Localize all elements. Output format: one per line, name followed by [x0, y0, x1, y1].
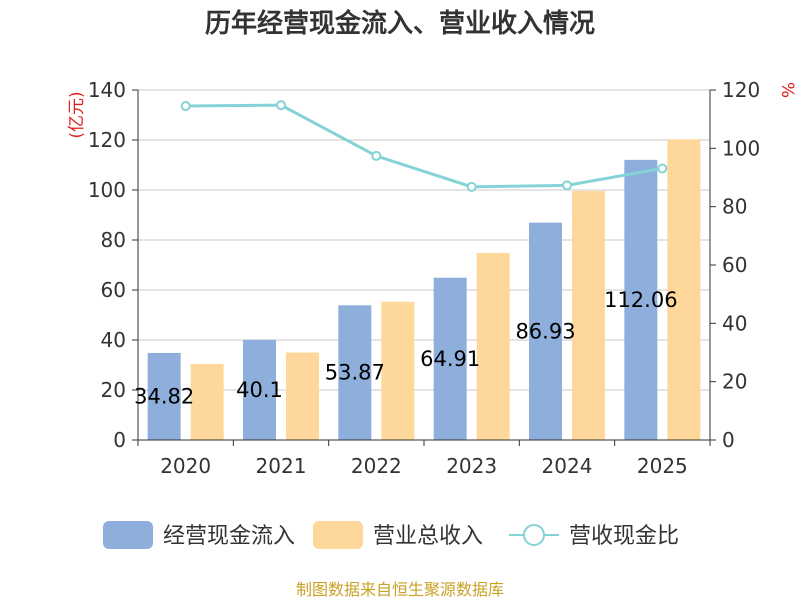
legend-marker [523, 524, 545, 546]
bar [433, 277, 467, 440]
right-tick-label: 40 [722, 311, 747, 335]
ratio-point [466, 181, 477, 192]
left-tick-label: 60 [101, 278, 126, 302]
bar-data-label: 53.87 [325, 361, 385, 385]
right-tick-label: 60 [722, 253, 747, 277]
left-tick-label: 20 [101, 378, 126, 402]
left-tick-label: 120 [88, 128, 126, 152]
bar-data-label: 86.93 [515, 319, 575, 343]
left-tick-label: 80 [101, 228, 126, 252]
bar [381, 301, 415, 440]
left-tick-label: 100 [88, 178, 126, 202]
x-tick-label: 2023 [446, 454, 497, 478]
gridlines [138, 89, 710, 391]
bar-data-label: 34.82 [134, 384, 194, 408]
right-tick-label: 80 [722, 195, 747, 219]
legend-swatch [103, 521, 153, 549]
right-axis-unit: % [777, 82, 797, 98]
left-tick-label: 0 [113, 428, 126, 452]
data-labels: 34.82 40.1 53.87 64.91 86.93 112.06 [134, 288, 677, 409]
ratio-point [371, 150, 382, 161]
right-tick-label: 20 [722, 370, 747, 394]
ratio-point [562, 180, 572, 191]
x-tick-label: 2020 [160, 454, 211, 478]
source-note: 制图数据来自恒生聚源数据库 [296, 580, 504, 599]
legend-label: 营收现金比 [569, 524, 679, 549]
bar-data-label: 112.06 [604, 288, 677, 312]
bar [572, 191, 605, 440]
legend-label: 营业总收入 [373, 524, 483, 549]
ratio-line [185, 103, 663, 189]
bar [243, 339, 276, 440]
bar [190, 364, 224, 440]
x-tick-label: 2024 [542, 454, 593, 478]
x-tick-label: 2022 [351, 454, 402, 478]
bars [147, 139, 701, 440]
bar [667, 139, 701, 440]
legend-label: 经营现金流入 [163, 524, 295, 549]
right-tick-label: 100 [722, 136, 760, 160]
ratio-point [180, 101, 191, 112]
left-axis-unit: (亿元) [67, 91, 87, 138]
ratio-point [657, 163, 668, 174]
bar-data-label: 64.91 [420, 347, 480, 371]
legend: 经营现金流入 营业总收入 营收现金比 [103, 521, 679, 549]
bar [529, 222, 562, 440]
ratio-point [276, 100, 286, 111]
bar-data-label: 40.1 [236, 378, 283, 402]
x-tick-label: 2021 [256, 454, 307, 478]
bar [624, 159, 658, 440]
left-tick-label: 140 [88, 78, 126, 102]
bar [476, 253, 510, 440]
legend-swatch [313, 521, 363, 549]
bar [286, 352, 319, 440]
bar [147, 352, 181, 440]
line-series [180, 100, 668, 192]
bar [338, 305, 372, 440]
right-tick-label: 0 [722, 428, 735, 452]
right-tick-label: 120 [722, 78, 760, 102]
axes: 0 20 40 60 80 100 120 140 0 20 40 60 80 100 120 2020 202… [88, 78, 760, 478]
chart-title: 历年经营现金流入、营业收入情况 [205, 8, 595, 39]
left-tick-label: 40 [101, 328, 126, 352]
x-tick-label: 2025 [637, 454, 688, 478]
